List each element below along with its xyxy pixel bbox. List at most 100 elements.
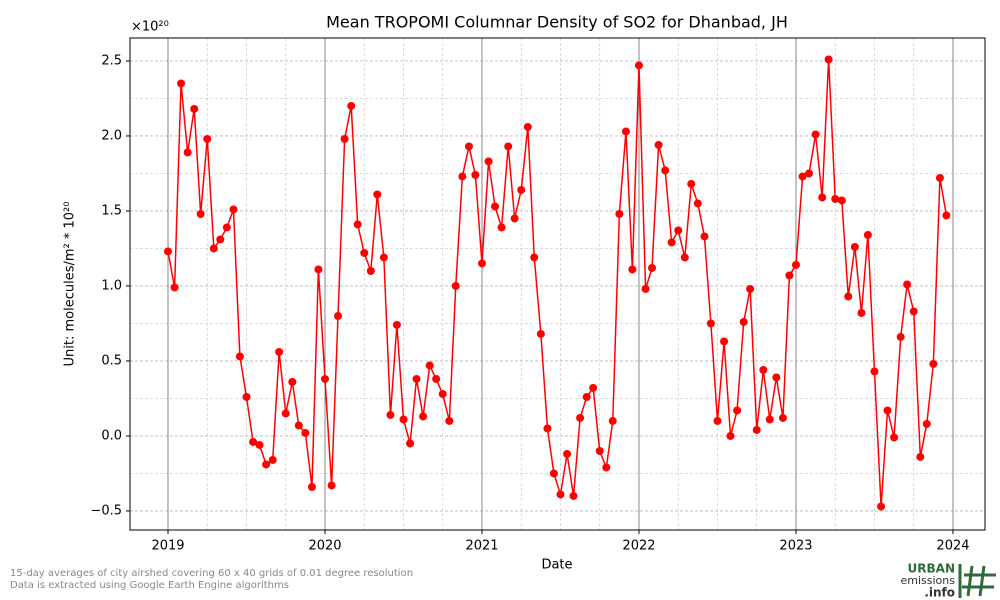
data-point xyxy=(752,425,761,434)
data-point xyxy=(549,469,558,478)
x-axis-label: Date xyxy=(541,558,572,573)
data-point xyxy=(863,230,872,239)
data-point xyxy=(798,172,807,181)
chart-title: Mean TROPOMI Columnar Density of SO2 for… xyxy=(326,13,788,32)
y-axis-label: Unit: molecules/m² * 10²⁰ xyxy=(63,202,78,367)
data-point xyxy=(510,214,519,223)
y-multiplier: ×10²⁰ xyxy=(131,20,169,35)
data-point xyxy=(563,449,572,458)
data-point xyxy=(739,317,748,326)
data-point xyxy=(844,292,853,301)
x-tick-label: 2021 xyxy=(465,539,498,554)
data-point xyxy=(347,101,356,110)
data-point xyxy=(353,220,362,229)
data-point xyxy=(242,392,251,401)
data-point xyxy=(634,61,643,70)
data-point xyxy=(733,406,742,415)
data-point xyxy=(262,460,271,469)
data-point xyxy=(504,142,513,151)
data-point xyxy=(366,266,375,275)
data-point xyxy=(883,406,892,415)
data-point xyxy=(778,413,787,422)
data-point xyxy=(805,169,814,178)
data-point xyxy=(471,170,480,179)
data-point xyxy=(693,199,702,208)
y-tick-label: 1.5 xyxy=(101,203,122,218)
data-point xyxy=(464,142,473,151)
data-point xyxy=(680,253,689,262)
x-tick-label: 2023 xyxy=(779,539,812,554)
data-point xyxy=(209,244,218,253)
data-point xyxy=(909,307,918,316)
logo: URBAN emissions .info xyxy=(901,562,996,600)
data-point xyxy=(713,416,722,425)
data-point xyxy=(576,413,585,422)
data-point xyxy=(196,209,205,218)
data-point xyxy=(890,433,899,442)
y-tick-label: 2.5 xyxy=(101,53,122,68)
data-point xyxy=(216,235,225,244)
y-tick-label: −0.5 xyxy=(90,503,122,518)
data-point xyxy=(281,409,290,418)
data-point xyxy=(582,392,591,401)
data-point xyxy=(249,437,258,446)
data-point xyxy=(307,482,316,491)
data-point xyxy=(687,179,696,188)
data-point xyxy=(314,265,323,274)
footnote: 15-day averages of city airshed covering… xyxy=(10,568,413,579)
data-point xyxy=(386,410,395,419)
data-point xyxy=(602,463,611,472)
data-point xyxy=(706,319,715,328)
data-point xyxy=(877,502,886,511)
data-point xyxy=(654,140,663,149)
data-point xyxy=(419,412,428,421)
data-point xyxy=(726,431,735,440)
data-point xyxy=(222,223,231,232)
data-point xyxy=(608,416,617,425)
logo-text: emissions xyxy=(901,574,956,587)
data-point xyxy=(824,55,833,64)
data-point xyxy=(360,248,369,257)
data-point xyxy=(772,373,781,382)
data-point xyxy=(406,439,415,448)
data-point xyxy=(831,194,840,203)
y-tick-label: 1.0 xyxy=(101,278,122,293)
data-point xyxy=(438,389,447,398)
data-point xyxy=(203,134,212,143)
data-point xyxy=(268,455,277,464)
data-point xyxy=(648,263,657,272)
data-point xyxy=(811,130,820,139)
data-point xyxy=(288,377,297,386)
data-point xyxy=(340,134,349,143)
y-tick-label: 0.0 xyxy=(101,428,122,443)
data-point xyxy=(425,361,434,370)
data-point xyxy=(491,202,500,211)
data-point xyxy=(818,193,827,202)
plot-frame xyxy=(129,37,986,531)
data-point xyxy=(373,190,382,199)
x-tick-label: 2019 xyxy=(151,539,184,554)
data-point xyxy=(190,104,199,113)
data-point xyxy=(275,347,284,356)
data-point xyxy=(569,491,578,500)
data-point xyxy=(896,332,905,341)
series-line xyxy=(167,59,948,507)
logo-text: .info xyxy=(924,586,955,600)
x-tick-label: 2024 xyxy=(936,539,969,554)
x-tick-label: 2020 xyxy=(308,539,341,554)
data-point xyxy=(543,424,552,433)
data-point xyxy=(837,196,846,205)
data-point xyxy=(661,166,670,175)
data-point xyxy=(255,440,264,449)
data-point xyxy=(595,446,604,455)
data-point xyxy=(628,265,637,274)
data-point xyxy=(458,172,467,181)
data-point xyxy=(942,211,951,220)
data-point xyxy=(451,281,460,290)
data-point xyxy=(929,359,938,368)
data-point xyxy=(615,209,624,218)
data-point xyxy=(392,320,401,329)
data-point xyxy=(301,428,310,437)
data-point xyxy=(903,280,912,289)
